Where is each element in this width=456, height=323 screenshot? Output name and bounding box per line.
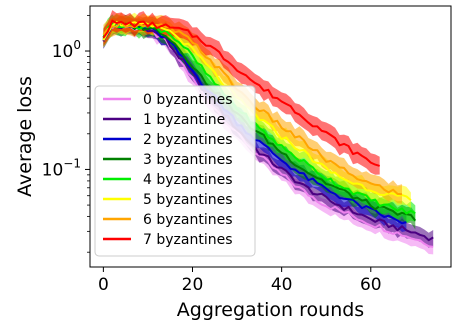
legend-label: 5 byzantines <box>143 192 233 208</box>
legend-label: 0 byzantines <box>143 92 233 108</box>
series-band <box>103 17 434 255</box>
series-line <box>102 22 417 222</box>
series-line <box>102 24 434 248</box>
legend: 0 byzantines 1 byzantine 2 byzantines 3 byz… <box>94 85 256 257</box>
legend-box <box>94 85 256 257</box>
y-tick-label: 100 <box>52 38 81 62</box>
x-tick-label: 20 <box>182 275 204 295</box>
legend-label: 3 byzantines <box>143 152 233 168</box>
legend-label: 2 byzantines <box>143 132 233 148</box>
legend-label: 1 byzantine <box>143 112 225 128</box>
y-axis-ticks: 100 10−1 <box>42 14 90 253</box>
legend-label: 6 byzantines <box>143 212 233 228</box>
x-tick-label: 40 <box>271 275 293 295</box>
x-tick-label: 60 <box>360 275 382 295</box>
x-tick-label: 0 <box>98 275 109 295</box>
series-line <box>102 19 380 167</box>
series-band <box>103 10 380 175</box>
y-axis-label: Average loss <box>14 76 36 197</box>
x-axis-label: Aggregation rounds <box>177 299 364 321</box>
plot-frame <box>89 5 452 268</box>
legend-label: 7 byzantines <box>143 232 233 248</box>
x-axis-ticks: 0 20 40 60 <box>98 267 382 295</box>
legend-label: 4 byzantines <box>143 172 233 188</box>
y-tick-label: 10−1 <box>42 156 81 180</box>
